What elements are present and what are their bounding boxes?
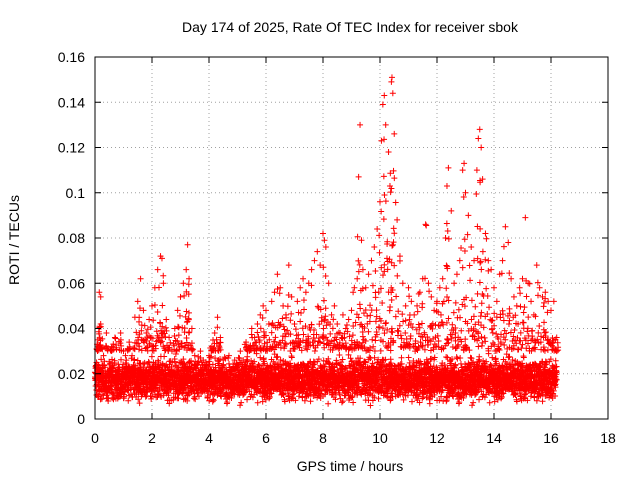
data-point [520, 354, 527, 361]
data-point [142, 393, 149, 400]
data-point [97, 396, 104, 403]
data-point [454, 355, 461, 362]
data-point [188, 357, 195, 364]
data-point [457, 354, 464, 361]
data-point [244, 396, 251, 403]
data-point [443, 354, 450, 361]
data-point [153, 384, 160, 391]
data-point [409, 398, 416, 405]
data-point [136, 318, 143, 325]
data-point [151, 302, 158, 309]
data-point [107, 382, 114, 389]
data-point [375, 395, 382, 402]
data-point [398, 354, 405, 361]
data-point [143, 367, 150, 374]
data-point [112, 335, 119, 342]
data-point [147, 392, 154, 399]
data-point [111, 359, 118, 366]
data-point [118, 356, 125, 363]
data-point [128, 355, 135, 362]
data-point [539, 398, 546, 405]
data-point [210, 397, 217, 404]
data-point [121, 393, 128, 400]
data-point [145, 358, 152, 365]
data-point [175, 395, 182, 402]
data-point [137, 365, 144, 372]
data-point [336, 352, 343, 359]
data-point [165, 392, 172, 399]
data-point [238, 399, 245, 406]
data-points [91, 74, 562, 409]
data-point [125, 397, 132, 404]
data-point [338, 399, 345, 406]
data-point [325, 400, 332, 407]
data-point [169, 359, 176, 366]
data-point [150, 317, 157, 324]
data-point [307, 398, 314, 405]
data-point [175, 332, 182, 339]
data-point [98, 356, 105, 363]
data-point [160, 272, 167, 279]
data-point [148, 353, 155, 360]
data-point [181, 360, 188, 367]
data-point [476, 396, 483, 403]
data-point [167, 339, 174, 346]
data-point [184, 397, 191, 404]
data-point [99, 391, 106, 398]
chart-title: Day 174 of 2025, Rate Of TEC Index for r… [182, 19, 519, 35]
data-point [254, 399, 261, 406]
data-point [426, 400, 433, 407]
data-point [467, 354, 474, 361]
data-point [288, 354, 295, 361]
data-point [180, 356, 187, 363]
data-point [120, 361, 127, 368]
data-point [183, 335, 190, 342]
data-point [137, 381, 144, 388]
data-point [176, 312, 183, 319]
data-point [135, 346, 142, 353]
data-point [161, 353, 168, 360]
data-point [171, 358, 178, 365]
data-point [237, 402, 244, 409]
data-point [141, 322, 148, 329]
data-point [171, 333, 178, 340]
data-point [154, 309, 161, 316]
data-point [159, 302, 166, 309]
data-point [405, 354, 412, 361]
data-point [102, 364, 109, 371]
data-point [135, 396, 142, 403]
data-point [486, 399, 493, 406]
data-point [179, 390, 186, 397]
data-point [130, 345, 137, 352]
data-point [136, 400, 143, 407]
data-point [115, 394, 122, 401]
data-point [469, 402, 476, 409]
data-point [122, 352, 129, 359]
data-point [470, 399, 477, 406]
